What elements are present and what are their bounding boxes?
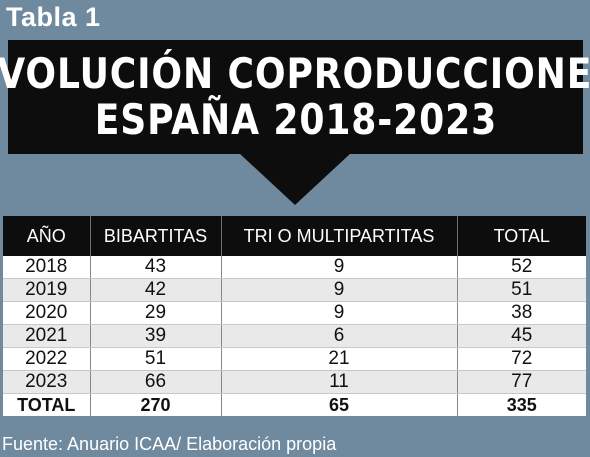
- cell-multipartite: 9: [221, 301, 458, 325]
- table-row: 2022 51 21 72: [3, 347, 586, 371]
- cell-year: 2018: [3, 256, 91, 279]
- cell-multipartite: 9: [221, 256, 458, 279]
- coproductions-table: AÑO BIBARTITAS TRI O MULTIPARTITAS TOTAL…: [3, 216, 586, 416]
- cell-year: 2019: [3, 278, 91, 302]
- title-line-2: ESPAÑA 2018-2023: [94, 95, 497, 144]
- total-multipartite: 65: [221, 393, 458, 416]
- cell-bipartite: 51: [90, 347, 222, 371]
- cell-year: 2021: [3, 324, 91, 348]
- header-total: TOTAL: [457, 216, 586, 256]
- banner-pointer: [239, 153, 351, 205]
- cell-total: 38: [457, 301, 586, 325]
- table-row: 2021 39 6 45: [3, 324, 586, 348]
- cell-bipartite: 66: [90, 370, 222, 394]
- header-year: AÑO: [3, 216, 91, 256]
- title-line-1: EVOLUCIÓN COPRODUCCIONES: [0, 49, 590, 98]
- table-row: 2018 43 9 52: [3, 256, 586, 279]
- header-multipartite: TRI O MULTIPARTITAS: [221, 216, 458, 256]
- cell-total: 52: [457, 256, 586, 279]
- cell-multipartite: 6: [221, 324, 458, 348]
- cell-bipartite: 43: [90, 256, 222, 279]
- cell-total: 77: [457, 370, 586, 394]
- cell-year: 2022: [3, 347, 91, 371]
- table-tag: Tabla 1: [6, 2, 101, 32]
- cell-year: 2023: [3, 370, 91, 394]
- cell-bipartite: 39: [90, 324, 222, 348]
- cell-total: 51: [457, 278, 586, 302]
- cell-bipartite: 29: [90, 301, 222, 325]
- title-banner: EVOLUCIÓN COPRODUCCIONES ESPAÑA 2018-202…: [0, 40, 590, 154]
- header-bipartite: BIBARTITAS: [90, 216, 222, 256]
- table-row: 2023 66 11 77: [3, 370, 586, 394]
- total-label: TOTAL: [3, 393, 91, 416]
- cell-multipartite: 9: [221, 278, 458, 302]
- cell-total: 45: [457, 324, 586, 348]
- table-row: 2020 29 9 38: [3, 301, 586, 325]
- total-row: TOTAL 270 65 335: [3, 393, 586, 416]
- total-bipartite: 270: [90, 393, 222, 416]
- total-total: 335: [457, 393, 586, 416]
- source-note: Fuente: Anuario ICAA/ Elaboración propia: [2, 434, 337, 454]
- cell-year: 2020: [3, 301, 91, 325]
- cell-bipartite: 42: [90, 278, 222, 302]
- cell-multipartite: 11: [221, 370, 458, 394]
- cell-multipartite: 21: [221, 347, 458, 371]
- cell-total: 72: [457, 347, 586, 371]
- table-header-row: AÑO BIBARTITAS TRI O MULTIPARTITAS TOTAL: [3, 216, 586, 256]
- table-row: 2019 42 9 51: [3, 278, 586, 302]
